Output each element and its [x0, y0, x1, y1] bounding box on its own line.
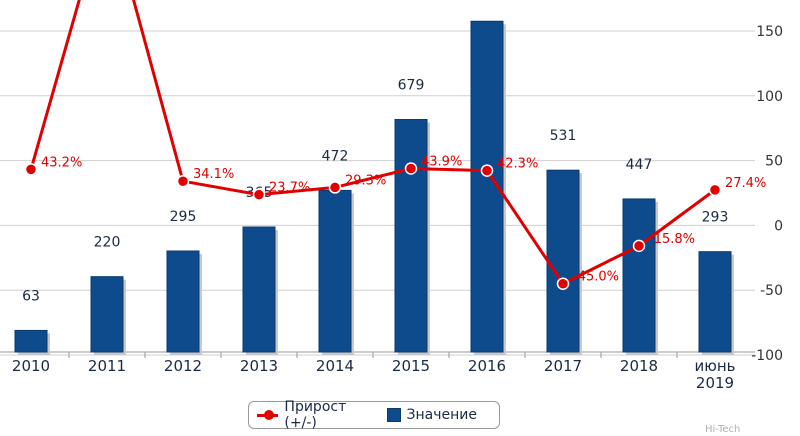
- bar-value-label-1: 220: [94, 235, 121, 251]
- y-axis-ticks: 150 100 50 0 -50 -100: [751, 24, 783, 364]
- x-tick-label-line: 2012: [164, 357, 202, 375]
- x-axis-ticks: 2010 2011 2012 2013 2014 2015 2016 2017 2018 июнь…: [12, 357, 736, 392]
- x-tick-label-5: 2015: [392, 357, 430, 375]
- growth-percent-label-0: 43.2%: [41, 155, 82, 170]
- legend[interactable]: Прирост (+/-) Значение: [248, 399, 500, 431]
- bar-8: [622, 198, 656, 353]
- x-tick-label-line: 2015: [392, 357, 430, 375]
- bar-2: [166, 250, 200, 353]
- legend-line-marker-icon: [257, 410, 279, 420]
- x-tick-label-4: 2014: [316, 357, 354, 375]
- x-tick-label-2: 2012: [164, 357, 202, 375]
- growth-percent-label-9: 27.4%: [725, 176, 766, 191]
- bar-5: [394, 119, 428, 353]
- growth-percent-label-3: 23.7%: [269, 181, 310, 196]
- growth-percent-label-8: -15.8%: [649, 232, 695, 247]
- growth-line-series: [24, 0, 722, 290]
- x-tick-label-8: 2018: [620, 357, 658, 375]
- x-tick-label-0: 2010: [12, 357, 50, 375]
- legend-item-growth[interactable]: Прирост (+/-): [257, 399, 373, 431]
- growth-marker-4: [328, 181, 342, 194]
- growth-marker-0: [24, 163, 38, 176]
- bar-value-label-4: 472: [322, 148, 349, 164]
- growth-marker-6: [480, 164, 494, 177]
- growth-marker-8: [632, 239, 646, 253]
- growth-percent-label-7: -45.0%: [573, 270, 619, 285]
- bar-3: [242, 226, 276, 353]
- growth-percent-label-6: 42.3%: [497, 157, 538, 172]
- bar-7: [546, 169, 580, 353]
- growth-percent-labels: 43.2% 34.1% 23.7% 29.3% 43.9% 42.3% -45.0% -15.…: [41, 155, 766, 285]
- y-tick-label-0: 150: [756, 24, 783, 40]
- bar-value-label-5: 679: [398, 78, 425, 94]
- bar-value-label-0: 63: [22, 288, 40, 304]
- x-tick-label-line: 2011: [88, 357, 126, 375]
- growth-percent-label-4: 29.3%: [345, 173, 386, 188]
- x-tick-label-line: 2010: [12, 357, 50, 375]
- x-tick-label-9: июнь 2019: [694, 357, 735, 392]
- legend-box-icon: [386, 408, 401, 422]
- bar-value-label-2: 295: [170, 209, 197, 225]
- bar-value-label-9: 293: [702, 210, 729, 226]
- y-tick-label-2: 50: [765, 154, 783, 170]
- legend-label-value: Значение: [406, 407, 477, 423]
- bar-1: [90, 276, 124, 353]
- x-tick-label-6: 2016: [468, 357, 506, 375]
- watermark: Hi-Tech: [705, 424, 741, 435]
- x-tick-label-line: 2018: [620, 357, 658, 375]
- growth-marker-9: [708, 183, 722, 197]
- x-tick-label-line: 2016: [468, 357, 506, 375]
- x-tick-label-line: 2019: [696, 374, 734, 392]
- x-tick-label-1: 2011: [88, 357, 126, 375]
- legend-item-value[interactable]: Значение: [386, 407, 477, 423]
- growth-marker-2: [176, 174, 190, 188]
- bar-4: [318, 189, 352, 353]
- x-tick-label-line: июнь: [694, 357, 735, 375]
- growth-line: [29, 0, 716, 286]
- growth-marker-7: [556, 277, 570, 290]
- growth-percent-label-5: 43.9%: [421, 155, 462, 170]
- bar-value-label-7: 531: [550, 128, 577, 144]
- y-tick-label-4: -50: [760, 283, 783, 299]
- bar-value-labels: 63220295365472679966531447293: [22, 78, 729, 305]
- growth-marker-5: [404, 162, 418, 175]
- legend-label-growth: Прирост (+/-): [284, 399, 347, 431]
- growth-marker-3: [252, 188, 266, 201]
- x-tick-label-line: 2014: [316, 357, 354, 375]
- bar-series: [14, 20, 734, 355]
- x-tick-label-3: 2013: [240, 357, 278, 375]
- x-tick-label-line: 2017: [544, 357, 582, 375]
- y-tick-label-5: -100: [751, 348, 783, 364]
- x-tick-label-line: 2013: [240, 357, 278, 375]
- y-tick-label-3: 0: [774, 218, 783, 234]
- bar-value-label-8: 447: [626, 157, 653, 173]
- bar-9: [698, 251, 732, 353]
- y-tick-label-1: 100: [756, 89, 783, 105]
- bar-0: [14, 329, 48, 353]
- x-tick-label-7: 2017: [544, 357, 582, 375]
- growth-percent-label-2: 34.1%: [193, 167, 234, 182]
